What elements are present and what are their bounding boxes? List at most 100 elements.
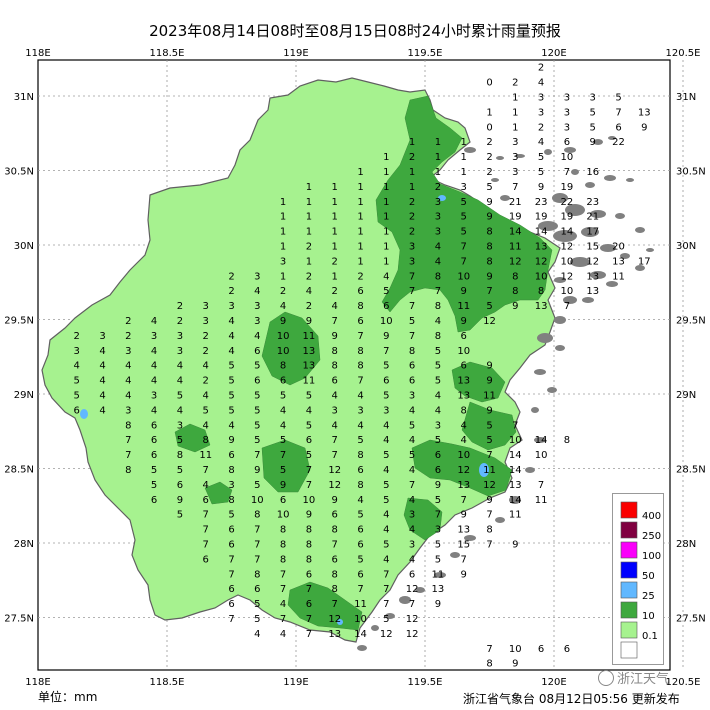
- station-value: 1: [383, 152, 389, 163]
- legend-swatch: [620, 621, 638, 639]
- station-value: 11: [483, 390, 496, 401]
- island: [582, 297, 594, 303]
- station-value: 14: [509, 495, 522, 506]
- station-value: 2: [125, 331, 131, 342]
- station-value: 5: [151, 465, 157, 476]
- station-value: 10: [457, 346, 470, 357]
- station-value: 10: [535, 271, 548, 282]
- station-value: 3: [125, 405, 131, 416]
- station-value: 7: [409, 599, 415, 610]
- station-value: 5: [177, 465, 183, 476]
- station-value: 8: [461, 405, 467, 416]
- station-value: 11: [303, 331, 316, 342]
- station-value: 1: [332, 182, 338, 193]
- station-value: 19: [561, 182, 574, 193]
- station-value: 1: [486, 107, 492, 118]
- station-value: 1: [332, 227, 338, 238]
- station-value: 1: [332, 197, 338, 208]
- lat-tick-left: 31N: [14, 92, 34, 103]
- station-value: 4: [280, 599, 286, 610]
- station-value: 7: [564, 167, 570, 178]
- station-value: 4: [99, 361, 105, 372]
- station-value: 7: [461, 554, 467, 565]
- station-value: 13: [303, 346, 316, 357]
- lon-tick-top: 119.5E: [408, 48, 443, 59]
- station-value: 4: [383, 554, 389, 565]
- island: [464, 535, 476, 541]
- station-value: 3: [409, 256, 415, 267]
- station-value: 5: [435, 361, 441, 372]
- station-value: 5: [357, 435, 363, 446]
- station-value: 7: [409, 331, 415, 342]
- station-value: 3: [151, 331, 157, 342]
- island: [534, 369, 546, 375]
- station-value: 5: [383, 480, 389, 491]
- station-value: 17: [638, 256, 651, 267]
- station-value: 4: [383, 510, 389, 521]
- station-value: 3: [538, 107, 544, 118]
- station-value: 5: [306, 390, 312, 401]
- station-value: 9: [512, 659, 518, 670]
- station-value: 2: [306, 271, 312, 282]
- station-value: 5: [357, 510, 363, 521]
- station-value: 3: [383, 405, 389, 416]
- station-value: 2: [280, 286, 286, 297]
- station-value: 7: [280, 450, 286, 461]
- station-value: 13: [638, 107, 651, 118]
- station-value: 15: [586, 241, 599, 252]
- station-value: 14: [509, 227, 522, 238]
- rain-area-west: [174, 423, 211, 453]
- station-value: 5: [409, 420, 415, 431]
- island: [571, 169, 579, 175]
- station-value: 8: [357, 361, 363, 372]
- station-value: 6: [203, 554, 209, 565]
- station-value: 4: [177, 405, 183, 416]
- station-value: 1: [512, 92, 518, 103]
- island: [509, 496, 521, 504]
- station-value: 10: [277, 510, 290, 521]
- station-value: 2: [538, 63, 544, 74]
- station-value: 5: [383, 539, 389, 550]
- station-value: 4: [203, 480, 209, 491]
- station-value: 4: [357, 495, 363, 506]
- station-value: 5: [383, 286, 389, 297]
- station-value: 1: [383, 182, 389, 193]
- station-value: 1: [435, 167, 441, 178]
- station-value: 11: [535, 495, 548, 506]
- station-value: 5: [254, 614, 260, 625]
- station-value: 7: [280, 584, 286, 595]
- station-value: 5: [280, 390, 286, 401]
- station-value: 6: [151, 435, 157, 446]
- station-value: 4: [280, 420, 286, 431]
- station-value: 8: [332, 346, 338, 357]
- rain-area-southwest: [204, 481, 233, 505]
- station-value: 5: [254, 405, 260, 416]
- island: [585, 182, 595, 188]
- station-value: 1: [280, 241, 286, 252]
- station-value: 6: [357, 525, 363, 536]
- island: [581, 227, 599, 237]
- station-value: 9: [461, 316, 467, 327]
- station-value: 10: [277, 331, 290, 342]
- station-value: 1: [357, 167, 363, 178]
- station-value: 6: [357, 316, 363, 327]
- station-value: 7: [564, 301, 570, 312]
- island: [537, 333, 553, 343]
- station-value: 4: [254, 286, 260, 297]
- island: [554, 277, 566, 283]
- station-value: 11: [457, 301, 470, 312]
- station-value: 8: [435, 331, 441, 342]
- island: [606, 281, 618, 287]
- island: [496, 156, 504, 160]
- station-value: 5: [461, 197, 467, 208]
- lat-tick-right: 28N: [676, 539, 696, 550]
- station-value: 14: [561, 227, 574, 238]
- station-value: 4: [280, 301, 286, 312]
- station-value: 6: [357, 539, 363, 550]
- station-value: 5: [435, 346, 441, 357]
- heavy-rain-spot-2: [80, 409, 88, 419]
- axis-labels: 118E 118E 118.5E 118.5E 119E 119E 119.5E 119.5E…: [4, 48, 706, 688]
- station-value: 7: [280, 569, 286, 580]
- station-value: 8: [177, 450, 183, 461]
- lon-tick-top: 120E: [541, 48, 566, 59]
